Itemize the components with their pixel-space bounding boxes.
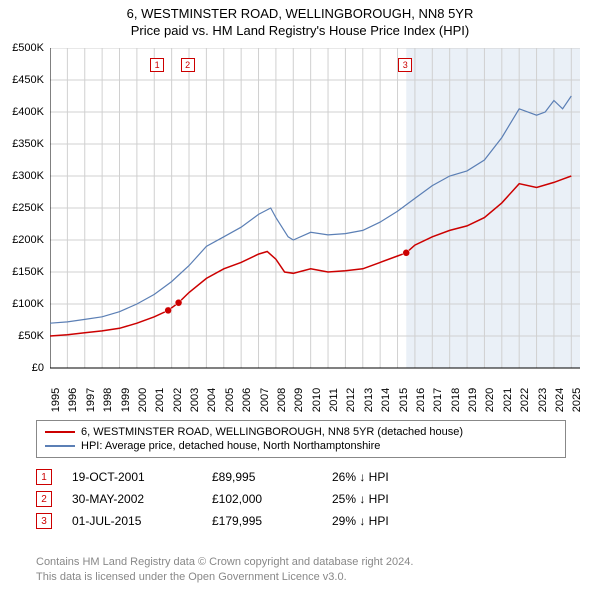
x-tick-label: 2000: [137, 388, 149, 412]
sale-row-marker: 3: [36, 513, 52, 529]
x-tick-label: 2009: [293, 388, 305, 412]
legend-item: 6, WESTMINSTER ROAD, WELLINGBOROUGH, NN8…: [45, 425, 557, 439]
chart-title-line2: Price paid vs. HM Land Registry's House …: [0, 21, 600, 38]
x-tick-label: 1999: [120, 388, 132, 412]
legend-swatch: [45, 445, 75, 447]
x-tick-label: 2015: [398, 388, 410, 412]
y-tick-label: £300K: [12, 170, 44, 182]
x-tick-label: 2004: [206, 388, 218, 412]
x-tick-label: 1995: [50, 388, 62, 412]
sale-marker-2: 2: [181, 58, 195, 72]
x-tick-label: 2012: [345, 388, 357, 412]
x-tick-label: 2003: [189, 388, 201, 412]
footnote: Contains HM Land Registry data © Crown c…: [36, 555, 413, 584]
legend-label: HPI: Average price, detached house, Nort…: [81, 440, 380, 452]
y-tick-label: £200K: [12, 234, 44, 246]
x-tick-label: 2025: [571, 388, 583, 412]
x-tick-label: 2024: [554, 388, 566, 412]
chart-svg: [50, 48, 580, 403]
sale-diff: 26% ↓ HPI: [332, 470, 452, 484]
chart-title-line1: 6, WESTMINSTER ROAD, WELLINGBOROUGH, NN8…: [0, 0, 600, 21]
x-tick-label: 2014: [380, 388, 392, 412]
x-tick-label: 1996: [67, 388, 79, 412]
x-tick-label: 1998: [102, 388, 114, 412]
y-tick-label: £50K: [18, 330, 44, 342]
y-tick-label: £150K: [12, 266, 44, 278]
sale-row-marker: 1: [36, 469, 52, 485]
x-tick-label: 2002: [172, 388, 184, 412]
sale-marker-3: 3: [398, 58, 412, 72]
y-axis-labels: £0£50K£100K£150K£200K£250K£300K£350K£400…: [0, 48, 48, 368]
x-tick-label: 2019: [467, 388, 479, 412]
sale-date: 30-MAY-2002: [72, 492, 192, 506]
legend-swatch: [45, 431, 75, 433]
legend-item: HPI: Average price, detached house, Nort…: [45, 439, 557, 453]
sale-date: 19-OCT-2001: [72, 470, 192, 484]
x-tick-label: 2022: [519, 388, 531, 412]
chart-container: 6, WESTMINSTER ROAD, WELLINGBOROUGH, NN8…: [0, 0, 600, 590]
x-tick-label: 2017: [432, 388, 444, 412]
y-tick-label: £400K: [12, 106, 44, 118]
x-axis-labels: 1995199619971998199920002001200220032004…: [50, 368, 580, 408]
sale-row: 3 01-JUL-2015 £179,995 29% ↓ HPI: [36, 510, 566, 532]
legend: 6, WESTMINSTER ROAD, WELLINGBOROUGH, NN8…: [36, 420, 566, 458]
sale-row: 1 19-OCT-2001 £89,995 26% ↓ HPI: [36, 466, 566, 488]
x-tick-label: 2006: [241, 388, 253, 412]
legend-label: 6, WESTMINSTER ROAD, WELLINGBOROUGH, NN8…: [81, 426, 463, 438]
x-tick-label: 2001: [154, 388, 166, 412]
sale-row-marker: 2: [36, 491, 52, 507]
x-tick-label: 2016: [415, 388, 427, 412]
sale-price: £102,000: [212, 492, 312, 506]
y-tick-label: £350K: [12, 138, 44, 150]
sale-price: £179,995: [212, 514, 312, 528]
sale-date: 01-JUL-2015: [72, 514, 192, 528]
sale-price: £89,995: [212, 470, 312, 484]
y-tick-label: £450K: [12, 74, 44, 86]
y-tick-label: £250K: [12, 202, 44, 214]
x-tick-label: 2013: [363, 388, 375, 412]
sale-marker-1: 1: [150, 58, 164, 72]
y-tick-label: £500K: [12, 42, 44, 54]
sale-diff: 25% ↓ HPI: [332, 492, 452, 506]
x-tick-label: 2011: [328, 388, 340, 412]
x-tick-label: 2010: [311, 388, 323, 412]
chart-plot-area: 1 2 3: [50, 48, 580, 403]
sales-table: 1 19-OCT-2001 £89,995 26% ↓ HPI 2 30-MAY-2002…: [36, 466, 566, 532]
x-tick-label: 2021: [502, 388, 514, 412]
x-tick-label: 2008: [276, 388, 288, 412]
footnote-line2: This data is licensed under the Open Gov…: [36, 570, 413, 584]
footnote-line1: Contains HM Land Registry data © Crown c…: [36, 555, 413, 569]
sale-diff: 29% ↓ HPI: [332, 514, 452, 528]
x-tick-label: 2018: [450, 388, 462, 412]
x-tick-label: 1997: [85, 388, 97, 412]
y-tick-label: £0: [32, 362, 44, 374]
x-tick-label: 2020: [484, 388, 496, 412]
y-tick-label: £100K: [12, 298, 44, 310]
x-tick-label: 2007: [259, 388, 271, 412]
x-tick-label: 2005: [224, 388, 236, 412]
x-tick-label: 2023: [537, 388, 549, 412]
sale-row: 2 30-MAY-2002 £102,000 25% ↓ HPI: [36, 488, 566, 510]
